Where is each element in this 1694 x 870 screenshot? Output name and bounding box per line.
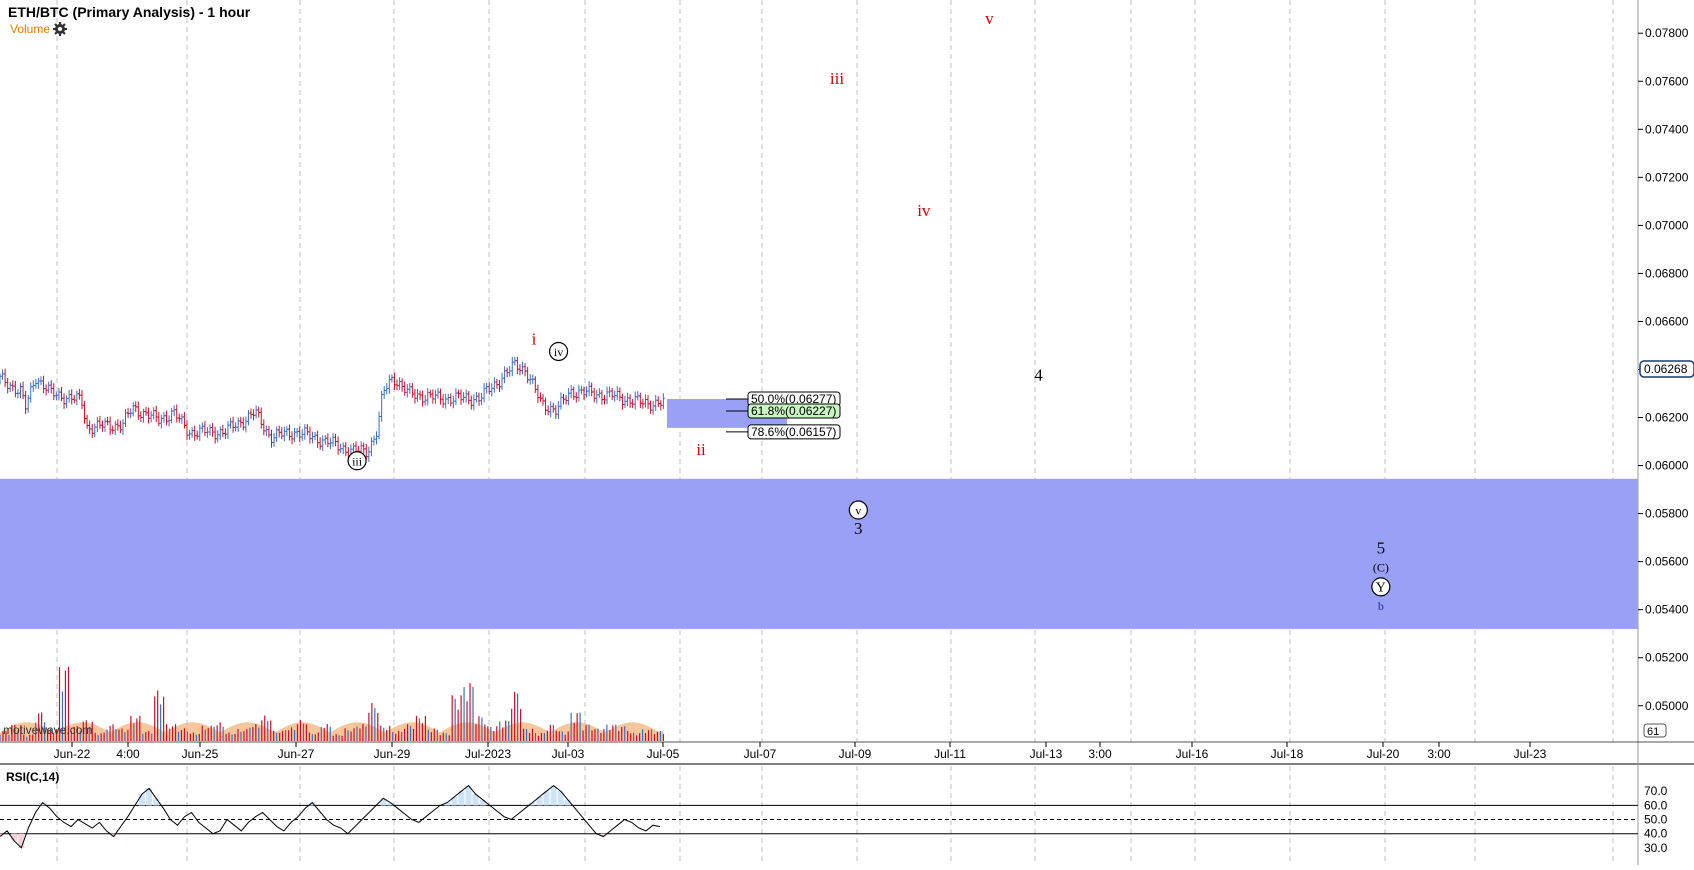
- x-tick-label: 3:00: [1088, 747, 1112, 761]
- wave-label: ii: [696, 440, 706, 459]
- x-tick-label: Jul-2023: [465, 747, 511, 761]
- target-zones: [0, 399, 1638, 629]
- price-grid: [56, 0, 1639, 865]
- wave-label: iv: [554, 345, 563, 359]
- volume-panel: [0, 666, 664, 741]
- wave-label: v: [985, 9, 994, 28]
- y-tick-label: 0.05200: [1645, 651, 1689, 665]
- y-tick-label: 0.06800: [1645, 266, 1689, 280]
- wave-label: Y: [1376, 580, 1386, 595]
- watermark: motivewave.com: [3, 723, 92, 737]
- fib-label-box: [747, 403, 841, 419]
- fib-label: 61.8%(0.06227): [747, 403, 841, 419]
- y-tick-label: 0.05800: [1645, 507, 1689, 521]
- y-tick-label: 0.07000: [1645, 218, 1689, 232]
- volume-max-tick: 61: [1647, 726, 1659, 738]
- wave-circle: [1371, 577, 1391, 597]
- x-tick-label: Jul-23: [1514, 747, 1547, 761]
- x-tick-label: Jul-13: [1030, 747, 1063, 761]
- wave-circle: [548, 341, 569, 362]
- y-tick-label: 0.06600: [1645, 314, 1689, 328]
- fib-label-box: [747, 424, 841, 440]
- wave-label: (C): [1373, 560, 1389, 574]
- y-tick-label: 0.07800: [1645, 26, 1689, 40]
- last-price-tag: 0.06268: [1639, 360, 1694, 378]
- x-tick-label: 4:00: [116, 747, 140, 761]
- x-tick-label: Jun-27: [278, 747, 315, 761]
- y-tick-label: 0.05000: [1645, 699, 1689, 713]
- x-tick-label: Jul-09: [839, 747, 872, 761]
- time-axis: Jun-22 4:00 Jun-25 Jun-27 Jun-29 Jul-2023 Jul-…: [0, 741, 1694, 761]
- rsi-tick-label: 60.0: [1644, 798, 1668, 812]
- gear-icon[interactable]: [53, 22, 67, 36]
- wave-label: v: [855, 504, 861, 518]
- wave-circle: [347, 451, 367, 471]
- x-tick-label: 3:00: [1427, 747, 1451, 761]
- price-axis: 0.07800 0.07600 0.07400 0.07200 0.07000 0.068…: [1638, 26, 1689, 713]
- y-tick-label: 0.07600: [1645, 74, 1689, 88]
- wave-label: iv: [917, 201, 931, 220]
- fib-label: 78.6%(0.06157): [747, 424, 841, 440]
- wave-label: 4: [1034, 365, 1043, 384]
- x-tick-label: Jul-16: [1176, 747, 1209, 761]
- y-tick-label: 0.06000: [1645, 459, 1689, 473]
- x-tick-label: Jun-29: [374, 747, 411, 761]
- fib-label-pct: 78.6%(0.06157): [751, 425, 836, 439]
- volume-label: Volume: [10, 22, 50, 36]
- x-tick-label: Jul-18: [1271, 747, 1304, 761]
- fib-label: 50.0%(0.06277): [747, 391, 841, 407]
- wave-label: i: [532, 329, 537, 348]
- rsi-panel: 70.060.050.040.030.0: [0, 784, 1668, 855]
- x-tick-label: Jul-03: [552, 747, 585, 761]
- rsi-title: RSI(C,14): [6, 770, 59, 784]
- rsi-tick-label: 70.0: [1644, 784, 1668, 798]
- wave-label: iii: [352, 454, 363, 468]
- y-tick-label: 0.07200: [1645, 170, 1689, 184]
- rsi-tick-label: 40.0: [1644, 827, 1668, 841]
- rsi-tick-label: 30.0: [1644, 841, 1668, 855]
- x-tick-label: Jul-11: [934, 747, 966, 761]
- wave-label: 3: [854, 519, 863, 538]
- fib-labels: 50.0%(0.06277)61.8%(0.06227) 78.6%(0.0615…: [726, 391, 841, 440]
- fib-label-pct: 61.8%(0.06227): [751, 404, 836, 418]
- x-tick-label: Jul-07: [744, 747, 777, 761]
- fib-label-pct: 50.0%(0.06277): [751, 392, 836, 406]
- x-tick-label: Jul-20: [1367, 747, 1400, 761]
- rsi-line: [0, 784, 661, 849]
- last-price-value: 0.06268: [1644, 362, 1688, 376]
- x-tick-label: Jun-22: [54, 747, 91, 761]
- y-tick-label: 0.07400: [1645, 122, 1689, 136]
- price-series: [0, 356, 665, 462]
- y-tick-label: 0.06200: [1645, 411, 1689, 425]
- wave-circle: [848, 500, 868, 520]
- chart-title: ETH/BTC (Primary Analysis) - 1 hour: [8, 4, 251, 20]
- wave-label: 5: [1377, 538, 1386, 557]
- zone-c-wave-support: [0, 478, 1638, 629]
- volume-average-area: [0, 722, 664, 741]
- wave-label: iii: [830, 69, 844, 88]
- rsi-tick-label: 50.0: [1644, 813, 1668, 827]
- x-tick-label: Jun-25: [182, 747, 219, 761]
- y-tick-label: 0.05600: [1645, 555, 1689, 569]
- y-tick-label: 0.05400: [1645, 603, 1689, 617]
- wave-label: b: [1378, 599, 1384, 613]
- volume-max-tag: 61: [1643, 723, 1667, 738]
- x-tick-label: Jul-05: [647, 747, 680, 761]
